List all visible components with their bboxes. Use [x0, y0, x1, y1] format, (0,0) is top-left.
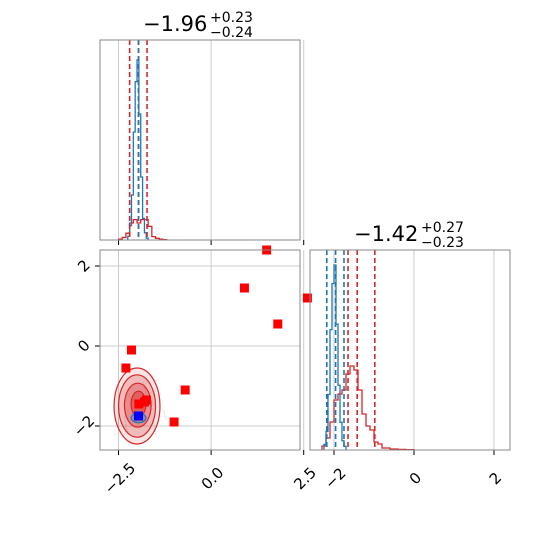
red-marker-4	[126, 345, 136, 355]
sample-point-21	[142, 381, 145, 384]
sample-point-3	[125, 425, 128, 428]
title-param1-value: −1.96	[143, 12, 207, 36]
hist-panel-param2: −2 0 2	[309, 249, 511, 493]
sample-point-37	[129, 398, 132, 401]
red-marker-6	[180, 385, 190, 395]
tick-label-y-2: 2	[74, 256, 93, 275]
sample-point-29	[164, 418, 167, 421]
sample-point-27	[152, 423, 155, 425]
red-hist-param1	[117, 218, 168, 241]
sample-point-6	[124, 418, 126, 421]
scatter-frame	[99, 249, 301, 451]
blue-marker	[134, 411, 144, 421]
sample-point-23	[154, 433, 157, 435]
tick-label-x-2: 2.5	[290, 464, 320, 494]
sample-point-17	[144, 391, 147, 394]
sample-point-0	[114, 433, 116, 435]
tick-label-x-1: 0.0	[198, 464, 228, 494]
title-param2: −1.42 +0.27 −0.23	[354, 220, 464, 251]
title-param2-sup: +0.27	[421, 220, 464, 236]
sample-point-22	[155, 379, 157, 382]
sample-point-10	[135, 408, 137, 411]
tick-label-y-1: 0	[74, 336, 93, 355]
tick-label-p2-2: 2	[486, 469, 505, 488]
sample-point-5	[124, 421, 127, 423]
sample-point-30	[164, 416, 166, 418]
title-param2-value: −1.42	[354, 222, 418, 246]
title-param1-sup: +0.23	[210, 10, 253, 26]
red-marker-9	[169, 417, 179, 427]
hist-panel-param1	[99, 39, 305, 245]
tick-label-x-0: −2.5	[101, 459, 139, 497]
sample-point-26	[153, 425, 155, 428]
red-marker-2	[302, 293, 312, 303]
sample-point-18	[144, 389, 146, 391]
sample-point-32	[163, 411, 166, 413]
hist-param1-frame	[99, 39, 301, 241]
sample-point-16	[145, 394, 147, 396]
red-marker-3	[273, 319, 283, 329]
tick-label-p2-0: −2	[321, 464, 349, 492]
red-marker-8	[134, 399, 144, 409]
red-hist-param2	[321, 365, 415, 451]
sample-point-39	[128, 394, 131, 396]
sample-point-2	[126, 428, 128, 430]
sample-point-7	[123, 416, 126, 418]
tick-label-p2-1: 0	[406, 469, 425, 488]
title-param2-sub: −0.23	[421, 235, 464, 251]
sample-point-38	[129, 396, 131, 399]
title-param1: −1.96 +0.23 −0.24	[143, 10, 253, 41]
sample-point-31	[163, 413, 166, 416]
tick-label-y-0: −2	[70, 412, 98, 440]
red-marker-1	[239, 283, 249, 293]
title-param1-sub: −0.24	[210, 25, 253, 41]
sample-point-4	[125, 423, 127, 426]
blue-hist-param2	[323, 264, 347, 450]
hist-param2-frame	[309, 249, 511, 451]
scatter-panel: −2.5 0.0 2.5 −2 0 2	[70, 245, 320, 498]
red-marker-5	[121, 363, 131, 373]
red-marker-10	[141, 395, 151, 405]
